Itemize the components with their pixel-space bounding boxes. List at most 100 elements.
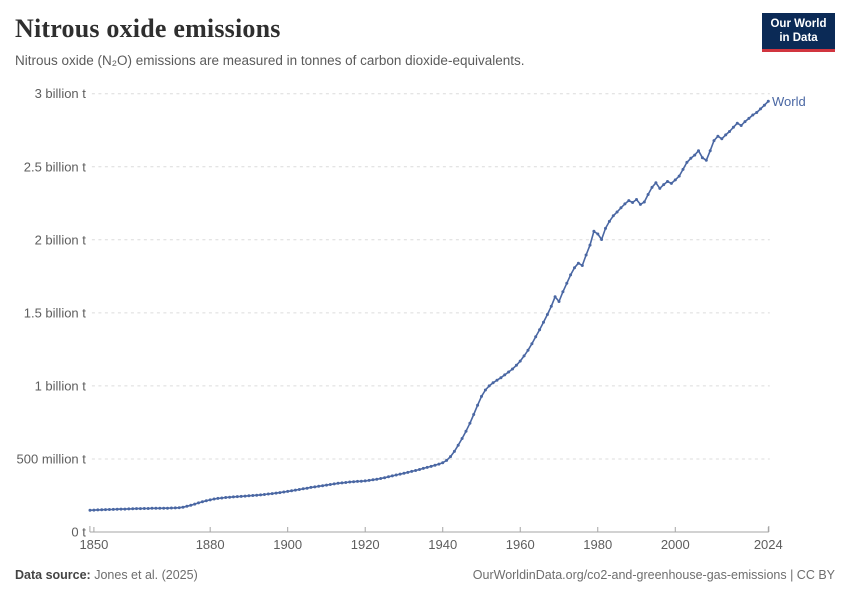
data-point-marker [654, 181, 658, 185]
data-point-marker [425, 465, 429, 469]
data-point-marker [584, 253, 588, 257]
data-point-marker [282, 490, 286, 494]
data-point-marker [437, 462, 441, 466]
owid-logo[interactable]: Our World in Data [762, 13, 835, 52]
data-point-marker [716, 134, 720, 138]
data-point-marker [728, 130, 731, 133]
emissions-line-chart[interactable]: 0 t 500 million t 1 billion t 1.5 billion t… [0, 0, 850, 560]
data-point-marker [553, 295, 557, 299]
data-point-marker [685, 160, 689, 164]
data-point-marker [623, 202, 627, 206]
data-point-marker [344, 481, 348, 484]
data-point-marker [224, 496, 228, 499]
data-point-marker [569, 273, 573, 277]
data-point-marker [503, 373, 507, 377]
data-point-marker [545, 313, 549, 316]
data-point-marker [402, 471, 406, 475]
data-point-marker [317, 484, 321, 488]
data-point-marker [456, 443, 460, 447]
data-point-marker [107, 508, 111, 511]
data-point-marker [383, 476, 387, 480]
data-point-marker [662, 183, 666, 187]
y-tick-label: 2 billion t [35, 232, 87, 247]
x-tick-label: 1980 [583, 537, 612, 552]
data-point-marker [332, 482, 336, 486]
data-point-marker [472, 413, 476, 416]
data-point-marker [627, 199, 631, 203]
data-point-marker [336, 481, 340, 485]
data-point-marker [352, 480, 356, 484]
data-point-marker [704, 158, 708, 162]
data-point-marker [96, 508, 100, 512]
data-point-marker [328, 483, 332, 486]
data-point-marker [200, 500, 204, 504]
data-point-marker [491, 381, 495, 385]
data-point-marker [356, 479, 359, 483]
data-point-marker [387, 475, 390, 479]
axes: 1850 1880 1900 1920 1940 1960 1980 2000 2024 [79, 526, 783, 552]
license-link[interactable]: OurWorldinData.org/co2-and-greenhouse-ga… [472, 568, 835, 582]
data-point-marker [193, 502, 197, 506]
data-point-marker [185, 504, 189, 508]
data-point-marker [588, 243, 592, 247]
y-tick-label: 500 million t [17, 451, 87, 466]
data-point-marker [511, 367, 514, 371]
data-point-marker [468, 421, 472, 425]
data-point-marker [735, 121, 739, 125]
series-label-world[interactable]: World [772, 94, 806, 109]
data-point-marker [576, 261, 580, 265]
data-point-marker [542, 320, 545, 324]
data-point-marker [495, 378, 499, 382]
data-point-marker [638, 202, 642, 206]
data-point-marker [255, 493, 259, 497]
y-tick-label: 1.5 billion t [24, 305, 87, 320]
x-tick-label: 1920 [351, 537, 380, 552]
data-point-marker [619, 206, 623, 210]
data-point-marker [677, 174, 681, 178]
data-point-marker [712, 139, 716, 143]
data-point-marker [309, 485, 313, 489]
data-point-marker [441, 461, 445, 465]
x-tick-label: 1850 [79, 537, 108, 552]
data-point-marker [340, 481, 344, 485]
data-point-marker [561, 290, 565, 294]
data-point-marker [266, 492, 270, 496]
chart-footer: Data source: Jones et al. (2025) OurWorl… [15, 568, 835, 582]
data-point-marker [367, 478, 371, 482]
data-point-marker [177, 506, 181, 510]
data-point-marker [204, 499, 208, 503]
data-point-marker [293, 488, 297, 492]
data-point-marker [290, 489, 294, 493]
data-source-value: Jones et al. (2025) [94, 568, 198, 582]
data-point-marker [642, 200, 646, 204]
data-point-marker [235, 495, 239, 499]
y-tick-label: 1 billion t [35, 378, 87, 393]
data-point-marker [212, 497, 216, 501]
data-point-marker [313, 485, 317, 489]
data-point-marker [650, 185, 654, 189]
data-point-marker [460, 437, 464, 440]
data-point-marker [514, 363, 518, 367]
data-point-marker [169, 506, 173, 510]
y-tick-label: 0 t [71, 525, 86, 540]
data-point-marker [433, 463, 437, 467]
data-point-marker [119, 507, 123, 511]
data-point-marker [301, 487, 305, 491]
data-point-marker [507, 370, 511, 374]
data-point-marker [669, 181, 673, 185]
data-point-marker [766, 99, 770, 103]
data-point-marker [600, 238, 604, 241]
data-point-marker [131, 507, 135, 511]
data-point-marker [259, 493, 263, 497]
y-tick-label: 3 billion t [35, 86, 87, 101]
data-point-marker [325, 483, 328, 487]
x-tick-label: 2024 [754, 537, 783, 552]
data-point-marker [286, 489, 290, 493]
data-point-marker [708, 149, 712, 153]
owid-logo-line2: in Data [779, 31, 818, 44]
data-point-marker [305, 486, 309, 490]
data-point-marker [278, 491, 282, 495]
data-point-marker [526, 348, 530, 352]
data-point-marker [697, 149, 700, 153]
